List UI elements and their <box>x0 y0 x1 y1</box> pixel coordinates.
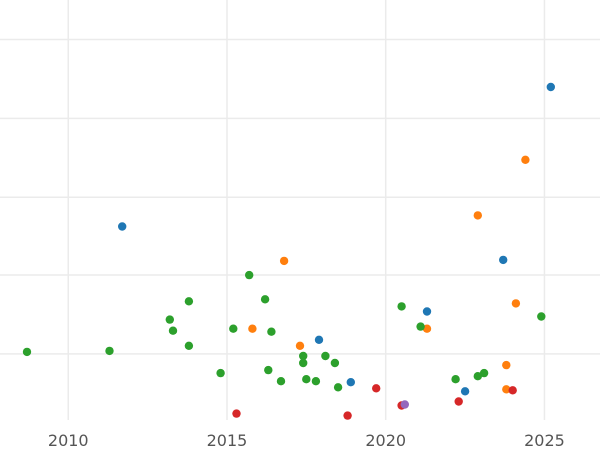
data-point-series-1 <box>279 256 289 266</box>
data-point-series-2 <box>216 368 225 378</box>
data-point-series-2 <box>537 312 546 321</box>
data-point-series-2 <box>184 297 194 306</box>
data-point-series-2 <box>168 326 178 335</box>
data-point-series-2 <box>165 315 174 324</box>
x-axis-tick-labels: 2010 2015 2020 2025 <box>48 431 565 450</box>
data-point-series-2 <box>264 365 273 375</box>
data-point-series-2 <box>260 295 270 304</box>
data-point-series-2 <box>333 383 343 392</box>
data-point-series-1 <box>295 341 305 350</box>
data-point-series-3 <box>232 409 241 418</box>
data-point-series-1 <box>521 155 530 164</box>
data-point-series-1 <box>473 211 482 220</box>
data-point-series-1 <box>422 324 432 333</box>
data-point-series-0 <box>346 378 355 387</box>
data-point-series-3 <box>454 397 463 406</box>
data-point-series-2 <box>321 351 330 361</box>
data-point-series-2 <box>416 322 425 331</box>
data-points <box>22 82 555 420</box>
data-point-series-0 <box>460 387 470 396</box>
data-point-series-3 <box>508 386 517 395</box>
data-point-series-1 <box>248 324 257 333</box>
data-point-series-2 <box>311 377 321 386</box>
data-point-series-3 <box>343 411 352 420</box>
data-point-series-2 <box>473 372 482 381</box>
data-point-series-1 <box>511 299 521 308</box>
data-point-series-2 <box>245 270 254 280</box>
data-point-series-1 <box>502 360 511 370</box>
data-point-series-2 <box>397 302 406 311</box>
data-point-series-0 <box>314 335 324 344</box>
data-point-series-2 <box>299 351 308 361</box>
data-point-series-1 <box>502 385 511 394</box>
data-point-series-2 <box>299 358 308 368</box>
data-point-series-0 <box>546 82 555 92</box>
data-point-series-2 <box>229 324 238 333</box>
data-point-series-2 <box>451 375 460 384</box>
data-point-series-0 <box>499 255 508 265</box>
x-tick-label: 2015 <box>207 431 248 450</box>
data-point-series-2 <box>330 358 340 368</box>
data-point-series-3 <box>372 384 381 393</box>
data-point-series-0 <box>422 307 432 316</box>
x-tick-label: 2020 <box>365 431 406 450</box>
data-point-series-2 <box>267 327 276 336</box>
x-tick-label: 2010 <box>48 431 89 450</box>
data-point-series-2 <box>22 347 32 357</box>
data-point-series-2 <box>105 346 114 356</box>
data-point-series-4 <box>400 400 409 409</box>
data-point-series-0 <box>118 222 127 231</box>
data-point-series-2 <box>302 375 311 384</box>
data-point-series-2 <box>276 377 286 386</box>
x-tick-label: 2025 <box>524 431 565 450</box>
data-point-series-2 <box>479 368 489 378</box>
data-point-series-2 <box>184 341 194 350</box>
